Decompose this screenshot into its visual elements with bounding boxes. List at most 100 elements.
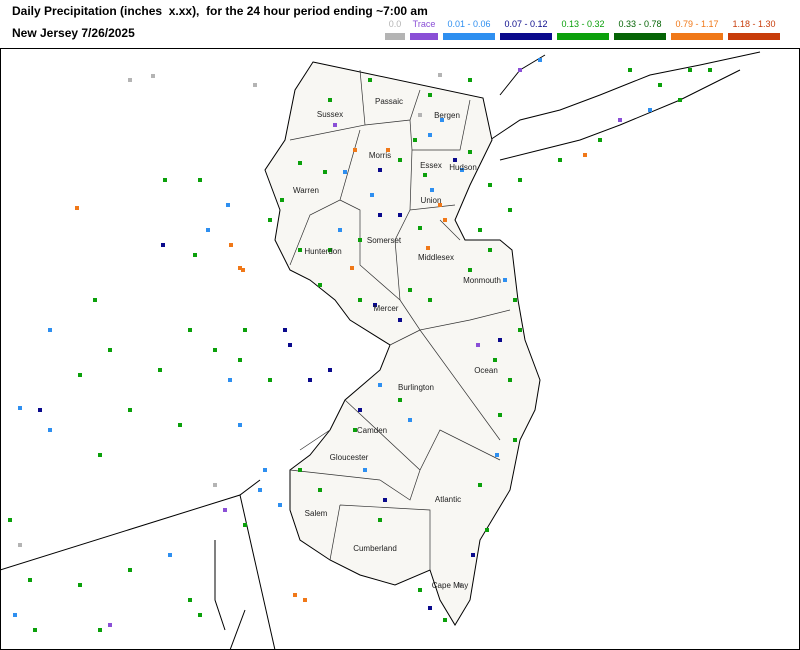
station — [378, 383, 382, 387]
station — [426, 246, 430, 250]
station — [378, 518, 382, 522]
station — [338, 228, 342, 232]
county-label: Salem — [305, 509, 328, 518]
station — [18, 543, 22, 547]
station — [598, 138, 602, 142]
station — [243, 523, 247, 527]
station — [678, 98, 682, 102]
legend-label: 0.07 - 0.12 — [504, 19, 547, 29]
station — [383, 498, 387, 502]
legend-swatch — [614, 33, 666, 40]
station — [243, 328, 247, 332]
station — [358, 238, 362, 242]
station — [513, 438, 517, 442]
station — [386, 148, 390, 152]
station — [278, 503, 282, 507]
station — [293, 593, 297, 597]
station — [178, 423, 182, 427]
station — [161, 243, 165, 247]
county-label: Atlantic — [435, 495, 461, 504]
station — [108, 623, 112, 627]
station — [373, 303, 377, 307]
station — [453, 158, 457, 162]
legend-swatch — [385, 33, 405, 40]
county-label: Hudson — [449, 163, 477, 172]
station — [229, 243, 233, 247]
station — [323, 170, 327, 174]
county-label: Monmouth — [463, 276, 501, 285]
station — [151, 74, 155, 78]
legend-swatch — [410, 33, 438, 40]
station — [238, 423, 242, 427]
station — [198, 178, 202, 182]
legend-swatch — [671, 33, 723, 40]
station — [618, 118, 622, 122]
legend-swatch — [500, 33, 552, 40]
station — [158, 368, 162, 372]
station — [333, 123, 337, 127]
station — [398, 398, 402, 402]
station — [708, 68, 712, 72]
station — [288, 343, 292, 347]
station — [538, 58, 542, 62]
station — [78, 583, 82, 587]
station — [298, 161, 302, 165]
county-label: Camden — [357, 426, 387, 435]
station — [370, 193, 374, 197]
legend-label: 0.79 - 1.17 — [675, 19, 718, 29]
legend-label: 0.13 - 0.32 — [561, 19, 604, 29]
station — [258, 488, 262, 492]
station — [398, 213, 402, 217]
station — [280, 198, 284, 202]
county-label: Mercer — [374, 304, 399, 313]
station — [213, 348, 217, 352]
station — [508, 208, 512, 212]
station — [108, 348, 112, 352]
station — [303, 598, 307, 602]
station — [478, 228, 482, 232]
county-label: Cumberland — [353, 544, 397, 553]
station — [8, 518, 12, 522]
station — [193, 253, 197, 257]
station — [488, 183, 492, 187]
station — [468, 78, 472, 82]
station — [438, 73, 442, 77]
station — [318, 283, 322, 287]
station — [188, 598, 192, 602]
station — [238, 358, 242, 362]
station — [648, 108, 652, 112]
station — [223, 508, 227, 512]
station — [428, 133, 432, 137]
station — [428, 606, 432, 610]
county-label: Burlington — [398, 383, 434, 392]
station — [38, 408, 42, 412]
legend-swatch — [728, 33, 780, 40]
station — [508, 378, 512, 382]
station — [353, 148, 357, 152]
station — [268, 218, 272, 222]
station — [398, 158, 402, 162]
station — [485, 528, 489, 532]
legend-label: Trace — [413, 19, 436, 29]
county-label: Essex — [420, 161, 442, 170]
station — [688, 68, 692, 72]
station — [13, 613, 17, 617]
station — [583, 153, 587, 157]
station — [328, 368, 332, 372]
station — [18, 406, 22, 410]
station — [513, 298, 517, 302]
station — [428, 298, 432, 302]
county-label: Passaic — [375, 97, 403, 106]
station — [283, 328, 287, 332]
station — [460, 168, 464, 172]
station — [228, 378, 232, 382]
station — [253, 83, 257, 87]
station — [418, 588, 422, 592]
station — [498, 413, 502, 417]
station — [423, 173, 427, 177]
station — [48, 428, 52, 432]
county-label: Cape May — [432, 581, 468, 590]
station — [318, 488, 322, 492]
